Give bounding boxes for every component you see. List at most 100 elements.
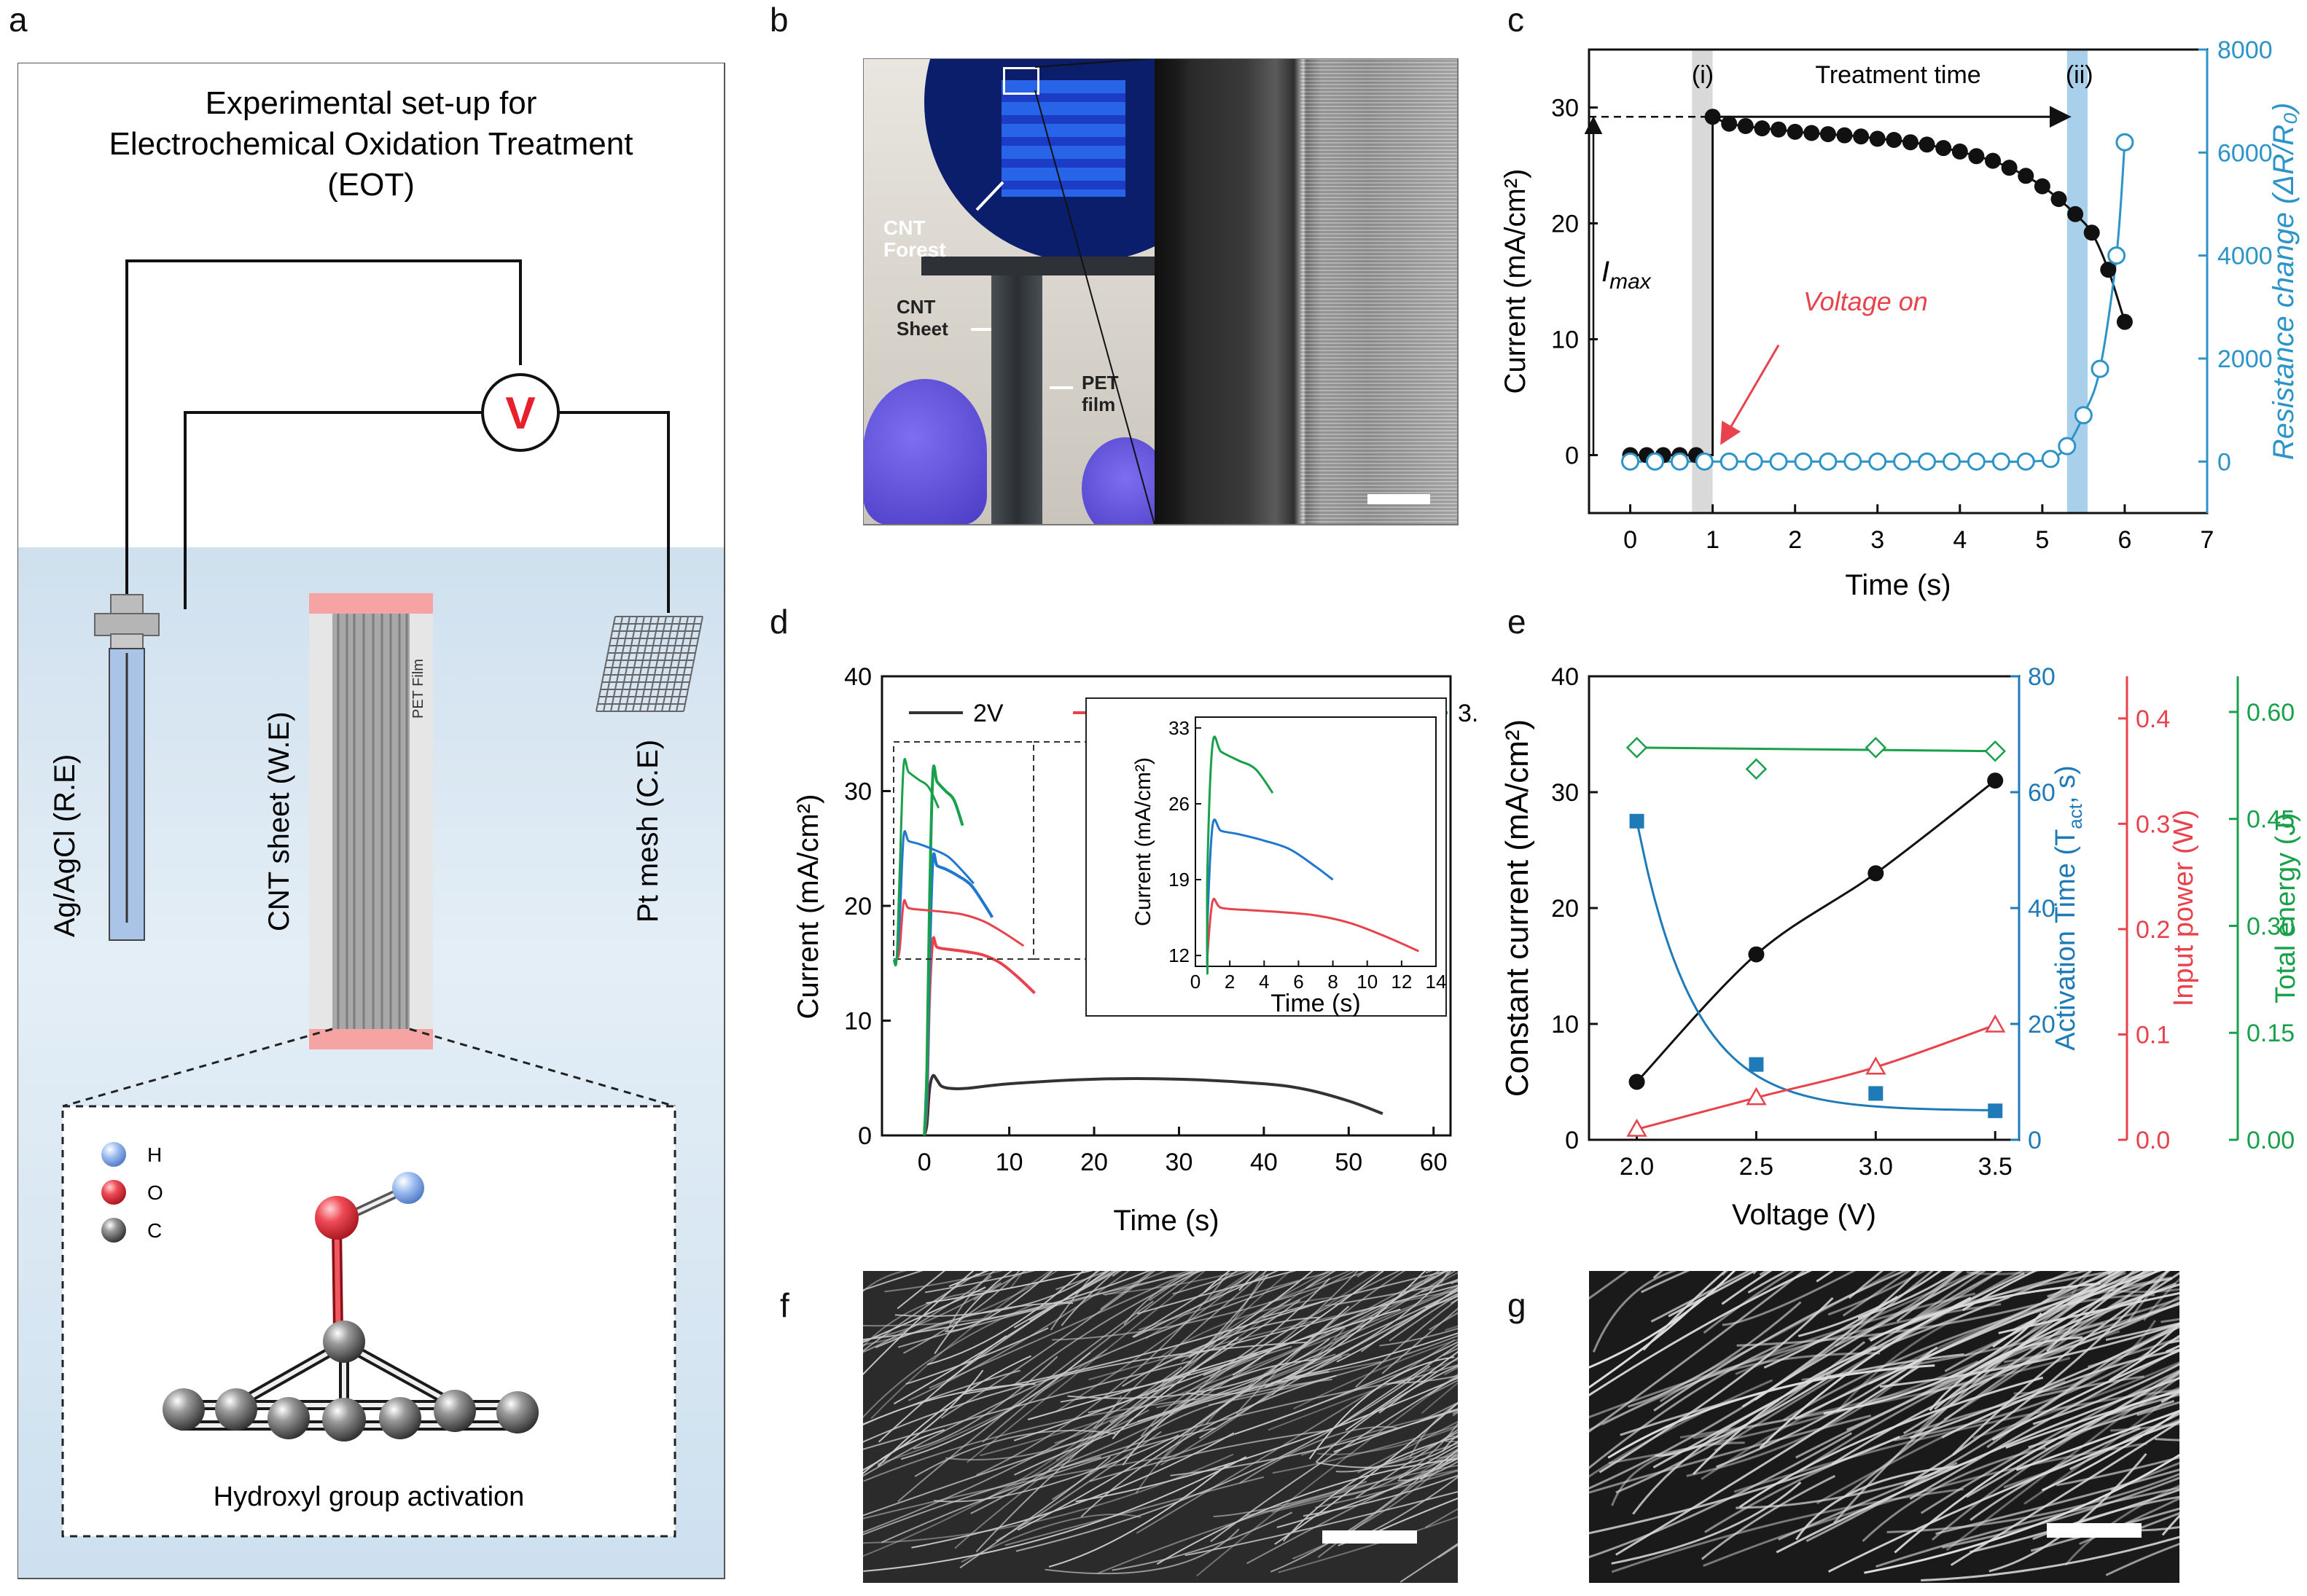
fiber bbox=[929, 1271, 1195, 1389]
fiber bbox=[975, 1298, 1292, 1552]
fiber bbox=[1075, 1377, 1458, 1503]
x-tick-label: 0 bbox=[918, 1149, 932, 1176]
current-point bbox=[1886, 132, 1902, 149]
panel-a-schematic: Experimental set-up for Electrochemical … bbox=[17, 63, 725, 1579]
fiber bbox=[1909, 1348, 2179, 1500]
x-tick-label: 30 bbox=[1166, 1149, 1193, 1176]
fiber bbox=[1400, 1543, 1458, 1583]
resistance-point bbox=[1942, 452, 1961, 471]
fiber bbox=[1067, 1338, 1330, 1399]
fiber bbox=[1050, 1271, 1098, 1331]
resistance-point bbox=[1744, 452, 1763, 471]
fiber bbox=[2127, 1271, 2170, 1323]
total-energy-point bbox=[1984, 740, 2006, 762]
support-bar bbox=[921, 257, 1155, 275]
fiber bbox=[863, 1304, 1034, 1419]
panel-a-frame bbox=[17, 63, 725, 1579]
total-energy-point bbox=[1625, 737, 1648, 759]
fiber bbox=[1333, 1408, 1458, 1453]
fiber bbox=[1181, 1271, 1330, 1362]
fiber bbox=[948, 1271, 990, 1287]
fiber bbox=[1778, 1462, 1958, 1541]
fiber bbox=[863, 1280, 1299, 1477]
fiber bbox=[2105, 1393, 2179, 1417]
resistance-point bbox=[1769, 452, 1788, 471]
fiber bbox=[1589, 1344, 1780, 1470]
y3-tick-label: 0.1 bbox=[2136, 1021, 2170, 1049]
fiber bbox=[970, 1273, 1269, 1514]
resistance-point bbox=[1695, 452, 1714, 471]
y-tick-label: 20 bbox=[844, 893, 872, 920]
resistance-point bbox=[2091, 359, 2109, 378]
fiber bbox=[1316, 1440, 1458, 1468]
fiber bbox=[1137, 1290, 1458, 1423]
fiber bbox=[1701, 1272, 2127, 1480]
series-line-2.5V bbox=[923, 936, 1036, 1136]
fiber bbox=[863, 1271, 975, 1376]
fiber bbox=[863, 1271, 924, 1291]
current-point bbox=[1748, 946, 1765, 963]
input-power-point bbox=[1985, 1014, 2006, 1033]
fiber bbox=[1992, 1271, 2123, 1348]
chart-e: 2.0 2.5 3.0 3.5 0 10 20 30 40 0 20 40 60 80 0.0 0.1 0.2 0… bbox=[1499, 663, 2301, 1231]
fiber bbox=[1188, 1271, 1292, 1364]
current-point bbox=[1704, 109, 1721, 125]
y2-tick-label: 80 bbox=[2028, 663, 2056, 691]
fiber bbox=[1589, 1271, 1630, 1300]
y-tick-label: 20 bbox=[1551, 211, 1579, 238]
fiber bbox=[926, 1271, 1085, 1366]
fiber bbox=[1239, 1425, 1398, 1484]
inset-x-tick-label: 4 bbox=[1259, 971, 1269, 993]
fiber bbox=[1151, 1271, 1357, 1371]
hydroxyl-molecule bbox=[163, 1172, 539, 1442]
fiber bbox=[1014, 1370, 1330, 1476]
fiber bbox=[1833, 1271, 2127, 1524]
fiber bbox=[982, 1271, 1199, 1443]
chart-d-ylabel: Current (mA/cm²) bbox=[792, 794, 824, 1020]
y4-tick-label: 0.45 bbox=[2247, 806, 2295, 834]
inset-x-tick-label: 12 bbox=[1391, 971, 1412, 993]
zoom-marker-box bbox=[1003, 67, 1039, 95]
atom-c bbox=[323, 1321, 365, 1363]
fiber bbox=[959, 1455, 1111, 1569]
fiber bbox=[1893, 1351, 2150, 1442]
voltmeter-label: V bbox=[505, 388, 535, 439]
input-power-point bbox=[1865, 1056, 1886, 1075]
current-point bbox=[1787, 123, 1803, 140]
fiber bbox=[913, 1356, 1058, 1450]
pt-mesh-electrode bbox=[596, 616, 703, 712]
y2-tick-label: 6000 bbox=[2217, 139, 2273, 167]
x-tick-label: 1 bbox=[1706, 526, 1719, 554]
total-energy-point bbox=[1745, 758, 1768, 780]
fiber bbox=[1345, 1350, 1458, 1431]
fiber bbox=[1133, 1271, 1279, 1338]
fiber bbox=[1592, 1271, 1678, 1353]
y2-tick-label: 20 bbox=[2028, 1011, 2056, 1038]
inset-y-tick-label: 26 bbox=[1168, 793, 1190, 815]
fiber bbox=[1627, 1301, 1802, 1408]
fiber bbox=[1017, 1305, 1350, 1531]
current-point bbox=[2050, 191, 2067, 208]
chart-e-y2label: Activation Time (Tact, s) bbox=[2050, 765, 2086, 1051]
cnt-forest-glow bbox=[1002, 80, 1125, 197]
fiber bbox=[1378, 1356, 1458, 1414]
chart-e-y3label: Input power (W) bbox=[2169, 810, 2199, 1006]
fiber bbox=[2071, 1271, 2093, 1295]
fiber bbox=[1961, 1271, 2038, 1312]
fiber bbox=[1188, 1271, 1314, 1358]
fiber bbox=[1747, 1271, 1789, 1294]
series-line-2V bbox=[923, 1073, 1383, 1136]
fiber bbox=[2143, 1278, 2179, 1321]
activation-time-point bbox=[1868, 1086, 1884, 1101]
fiber bbox=[2041, 1409, 2179, 1492]
series-line-y bbox=[1636, 779, 1996, 1083]
annotation-i: (i) bbox=[1692, 61, 1714, 89]
fiber bbox=[1262, 1271, 1451, 1318]
x-tick-label: 5 bbox=[2035, 526, 2049, 554]
annotation-imax: Imax bbox=[1601, 256, 1652, 294]
voltage-on-arrow bbox=[1720, 344, 1780, 445]
atom-c bbox=[268, 1397, 310, 1439]
fiber bbox=[1274, 1401, 1458, 1545]
fiber bbox=[1763, 1296, 1898, 1369]
